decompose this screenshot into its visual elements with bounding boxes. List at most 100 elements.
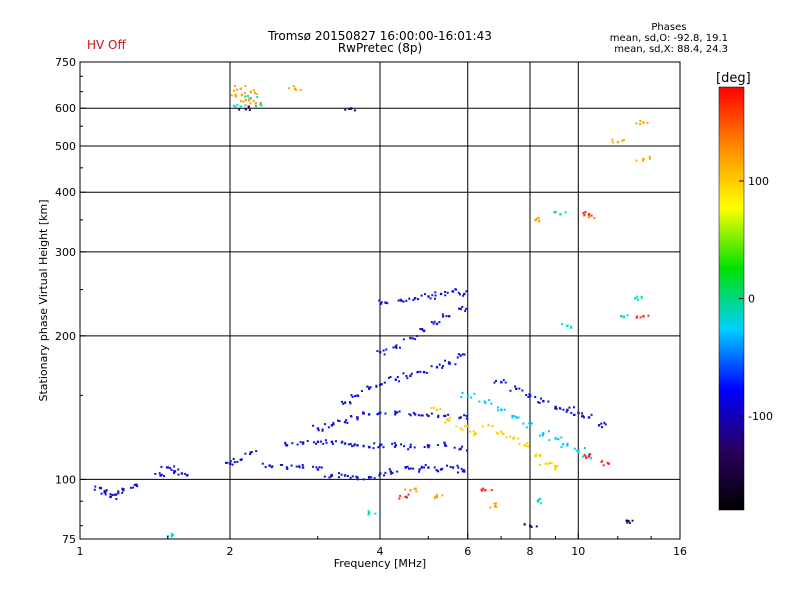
data-point-spread — [408, 297, 411, 300]
data-point-spread — [170, 535, 173, 538]
data-point-spread — [518, 387, 521, 390]
data-point-spread — [330, 475, 333, 478]
data-point-spread — [158, 472, 161, 475]
data-point-spread — [259, 103, 262, 106]
data-point-spread — [380, 302, 383, 305]
data-point — [597, 424, 601, 427]
data-point-spread — [244, 85, 247, 88]
data-point-spread — [177, 468, 180, 471]
grid — [80, 62, 680, 539]
data-point-spread — [458, 293, 461, 296]
colorbar: 100 0 -100 [deg] — [716, 71, 773, 511]
data-point-spread — [636, 315, 639, 318]
data-point-spread — [409, 467, 412, 470]
data-point-spread — [539, 397, 542, 400]
data-point-spread — [626, 521, 629, 524]
data-point-spread — [115, 498, 118, 501]
data-point-spread — [105, 489, 108, 492]
data-point-spread — [526, 442, 529, 445]
data-point-spread — [264, 466, 267, 469]
data-point-spread — [407, 448, 410, 451]
data-point-spread — [234, 95, 237, 98]
data-point-spread — [423, 293, 426, 296]
data-point-spread — [405, 374, 408, 377]
data-point-spread — [234, 105, 237, 108]
data-point — [249, 97, 253, 100]
data-point-spread — [243, 91, 246, 94]
data-point-spread — [461, 445, 464, 448]
data-point-spread — [511, 414, 514, 417]
data-point — [435, 366, 439, 369]
data-point-spread — [368, 475, 371, 478]
data-point-spread — [455, 288, 458, 291]
data-point-spread — [584, 211, 587, 214]
data-point-spread — [132, 486, 135, 489]
data-point-spread — [317, 429, 320, 432]
data-point-spread — [458, 417, 461, 420]
data-point-spread — [443, 414, 446, 417]
data-point-spread — [602, 464, 605, 467]
data-point-spread — [256, 96, 259, 99]
data-point — [330, 424, 334, 427]
data-point-spread — [247, 94, 250, 97]
data-point-spread — [362, 412, 365, 415]
data-point-spread — [411, 337, 414, 340]
data-point-spread — [357, 394, 360, 397]
data-point — [529, 524, 532, 528]
data-point-spread — [511, 416, 514, 419]
data-point-spread — [639, 123, 642, 126]
data-point-spread — [250, 451, 253, 454]
data-point — [427, 445, 430, 449]
data-point-spread — [173, 469, 176, 472]
data-point-spread — [292, 85, 295, 88]
data-point-spread — [443, 441, 446, 444]
data-point-spread — [442, 365, 445, 368]
data-point-spread — [437, 414, 440, 417]
data-point-spread — [522, 422, 525, 425]
data-point — [427, 466, 430, 469]
data-point-spread — [117, 490, 120, 493]
data-point-spread — [538, 220, 541, 223]
data-point-spread — [372, 447, 375, 450]
data-point-spread — [255, 92, 258, 95]
data-point-spread — [505, 436, 508, 439]
data-point-spread — [380, 443, 383, 446]
data-point-spread — [577, 451, 580, 454]
data-point-spread — [347, 443, 350, 446]
data-point — [443, 444, 447, 447]
data-point — [587, 213, 591, 216]
data-point-spread — [240, 100, 243, 103]
data-point-spread — [279, 463, 282, 466]
data-point-spread — [611, 138, 614, 141]
data-point-spread — [351, 395, 354, 398]
data-point-spread — [287, 87, 290, 90]
data-point-spread — [441, 467, 444, 470]
data-point — [625, 519, 628, 522]
data-point-spread — [628, 521, 631, 524]
data-point-spread — [487, 423, 490, 426]
data-point-spread — [405, 496, 408, 499]
data-point-spread — [446, 464, 449, 467]
data-point-spread — [172, 471, 175, 474]
data-point-spread — [346, 421, 349, 424]
data-point-spread — [583, 446, 586, 449]
data-point — [389, 470, 392, 473]
data-point-spread — [330, 473, 333, 476]
data-point-spread — [340, 473, 343, 476]
data-point-spread — [392, 346, 395, 349]
data-point-spread — [636, 298, 639, 301]
data-point-spread — [456, 471, 459, 474]
data-point-spread — [396, 470, 399, 473]
data-point-spread — [410, 372, 413, 375]
data-point-spread — [395, 344, 398, 347]
data-point-spread — [173, 465, 176, 468]
data-point-spread — [491, 425, 494, 428]
data-point-spread — [121, 487, 124, 490]
data-point-spread — [226, 461, 229, 464]
x-tick-label: 6 — [464, 545, 471, 558]
data-point-spread — [103, 489, 106, 492]
data-point-spread — [160, 465, 163, 468]
data-point-spread — [346, 474, 349, 477]
data-point — [239, 458, 242, 462]
data-point — [459, 307, 462, 311]
